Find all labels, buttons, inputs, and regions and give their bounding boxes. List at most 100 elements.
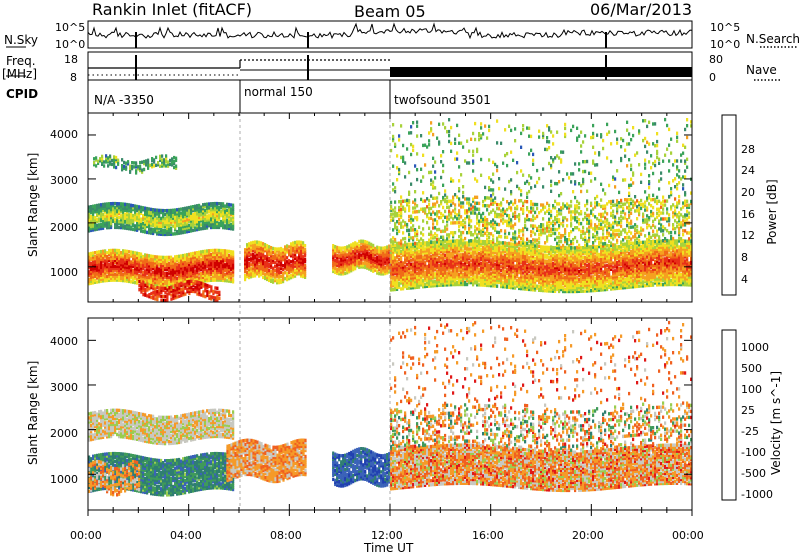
power-cell: [230, 250, 232, 253]
power-cell: [124, 224, 126, 227]
power-cell: [100, 203, 102, 206]
power-cell: [272, 267, 274, 270]
power-cell: [254, 260, 256, 263]
power-cell: [466, 241, 468, 244]
power-cell: [102, 250, 104, 253]
power-cell: [500, 273, 502, 276]
power-cell: [470, 251, 472, 254]
power-cell: [464, 251, 466, 254]
power-cell: [358, 244, 360, 247]
power-cell: [552, 254, 554, 257]
power-cell: [376, 246, 378, 249]
power-cell: [100, 250, 102, 253]
power-cell: [362, 240, 364, 243]
power-cell: [142, 271, 144, 274]
power-cell: [90, 252, 92, 255]
power-cell: [98, 223, 100, 226]
power-cell: [93, 161, 95, 164]
power-cell: [290, 264, 292, 267]
power-cell: [264, 243, 266, 246]
power-cell: [430, 255, 432, 258]
power-cell: [151, 163, 153, 166]
power-cell: [304, 258, 306, 261]
power-cell: [300, 241, 302, 244]
power-cell: [158, 209, 160, 212]
power-cell: [456, 281, 458, 284]
power-cell: [128, 203, 130, 206]
power-cell: [109, 155, 111, 158]
power-cell: [542, 245, 544, 248]
power-cell: [572, 256, 574, 259]
power-cell: [514, 265, 516, 268]
power-cell: [230, 223, 232, 226]
power-cell: [116, 249, 118, 252]
power-cell: [111, 159, 113, 162]
power-cell: [106, 255, 108, 258]
power-cell: [294, 269, 296, 272]
power-cell: [171, 157, 173, 160]
power-cell: [152, 255, 154, 258]
power-cell: [109, 160, 111, 163]
power-cell: [274, 265, 276, 268]
power-cell: [406, 267, 408, 270]
power-cell: [162, 256, 164, 259]
power-cell: [426, 265, 428, 268]
power-cell: [346, 259, 348, 262]
power-cell: [122, 202, 124, 205]
power-cell: [478, 275, 480, 278]
power-cell: [378, 272, 380, 275]
power-cell: [270, 246, 272, 249]
power-cell: [468, 255, 470, 258]
power-cell: [572, 246, 574, 249]
power-cell: [470, 277, 472, 280]
power-cell: [138, 252, 140, 255]
power-cell: [290, 274, 292, 277]
power-cell: [134, 224, 136, 227]
power-cell: [562, 274, 564, 277]
power-cell: [226, 279, 228, 282]
power-cell: [96, 218, 98, 221]
power-cell: [450, 271, 452, 274]
power-cell: [272, 251, 274, 254]
power-cell: [160, 256, 162, 259]
power-cell: [200, 250, 202, 253]
power-cell: [192, 252, 194, 255]
power-cell: [458, 239, 460, 242]
power-cell: [434, 240, 436, 243]
power-cell: [506, 242, 508, 245]
power-cell: [374, 257, 376, 260]
power-cell: [344, 272, 346, 275]
power-cell: [146, 231, 148, 234]
power-cell: [514, 280, 516, 283]
noise-line: [88, 24, 692, 40]
power-cell: [250, 267, 252, 270]
power-cell: [120, 202, 122, 205]
power-cell: [130, 280, 132, 283]
power-cell: [90, 215, 92, 218]
power-cell: [398, 258, 400, 261]
power-cell: [288, 249, 290, 252]
power-cell: [436, 244, 438, 247]
power-cell: [368, 252, 370, 255]
power-cell: [270, 270, 272, 273]
power-cell: [188, 224, 190, 227]
power-cell: [134, 281, 136, 284]
power-cell: [118, 249, 120, 252]
power-cell: [218, 202, 220, 205]
power-cell: [142, 214, 144, 217]
power-cell: [408, 286, 410, 289]
power-cell: [208, 249, 210, 252]
power-cell: [186, 253, 188, 256]
power-cell: [400, 250, 402, 253]
power-cell: [230, 203, 232, 206]
power-cell: [196, 204, 198, 207]
power-cell: [450, 259, 452, 262]
power-cell: [530, 272, 532, 275]
power-cell: [210, 249, 212, 252]
power-cell: [174, 208, 176, 211]
power-cell: [248, 262, 250, 265]
power-cell: [226, 250, 228, 253]
power-cell: [518, 277, 520, 280]
power-cell: [232, 250, 234, 253]
